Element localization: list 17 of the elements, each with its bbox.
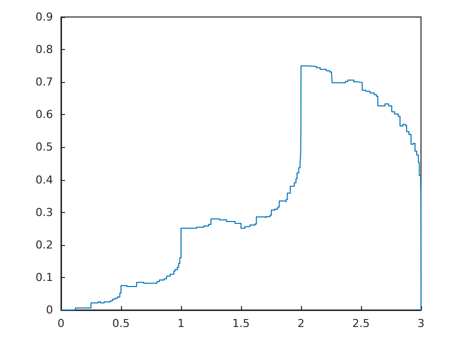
x-tick-label: 3 [418, 317, 424, 330]
x-tick-label: 1 [178, 317, 184, 330]
y-tick-label: 0.1 [36, 270, 53, 284]
y-tick-label: 0.5 [36, 140, 53, 154]
x-tick-label: 2 [298, 317, 304, 330]
y-tick-label: 0.7 [36, 76, 53, 89]
y-tick-label: 0.8 [36, 43, 53, 56]
y-tick-label: 0.6 [36, 108, 53, 122]
y-tick-label: 0 [46, 304, 53, 316]
x-tick-label: 0.5 [112, 317, 130, 330]
x-tick-label: 2.5 [352, 317, 370, 330]
y-tick-label: 0.4 [36, 173, 53, 186]
x-tick-label: 1.5 [232, 317, 250, 330]
y-tick-label: 0.9 [36, 10, 53, 24]
y-tick-label: 0.3 [36, 206, 53, 219]
x-tick-label: 0 [58, 317, 64, 330]
y-tick-label: 0.2 [36, 238, 53, 252]
